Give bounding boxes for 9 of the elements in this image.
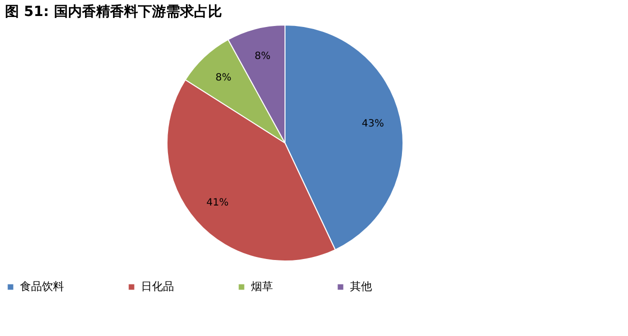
data-label: 8% bbox=[254, 50, 271, 62]
legend-label: 日化品 bbox=[141, 280, 174, 293]
data-label: 43% bbox=[362, 118, 384, 130]
data-label: 8% bbox=[215, 72, 232, 84]
legend-label: 烟草 bbox=[251, 280, 273, 293]
legend-label: 食品饮料 bbox=[20, 280, 64, 293]
legend-label: 其他 bbox=[350, 280, 372, 293]
data-label: 41% bbox=[206, 198, 229, 209]
chart-title: 图 51: 国内香精香料下游需求占比 bbox=[5, 4, 222, 20]
